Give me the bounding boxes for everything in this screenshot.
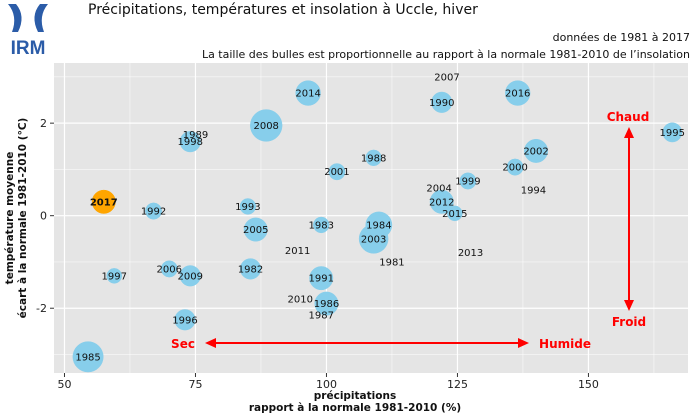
bubble-1982 bbox=[239, 258, 262, 280]
y-tick-label: 2 bbox=[40, 117, 47, 130]
bubble-1983 bbox=[313, 216, 330, 234]
bubble-label-1993: 1993 bbox=[235, 202, 260, 213]
x-tick-label: 100 bbox=[316, 378, 337, 391]
y-axis-title-line2: écart à la normale 1981-2010 (°C) bbox=[17, 118, 29, 319]
logo-mark-left bbox=[8, 4, 22, 32]
bubble-2000 bbox=[506, 158, 524, 176]
horizontal-arrow-head-right bbox=[518, 338, 529, 348]
bubble-label-2015: 2015 bbox=[442, 209, 467, 220]
bubble-label-1982: 1982 bbox=[238, 264, 263, 275]
horizontal-arrow-head-left bbox=[205, 338, 216, 348]
bubble-label-1994: 1994 bbox=[521, 186, 546, 197]
x-tick-label: 150 bbox=[578, 378, 599, 391]
bubble-1993 bbox=[239, 198, 257, 215]
x-tick-label: 125 bbox=[447, 378, 468, 391]
bubble-2008 bbox=[250, 109, 283, 142]
bubble-2006 bbox=[160, 260, 178, 278]
bubble-label-1995: 1995 bbox=[660, 128, 685, 139]
bubble-1999 bbox=[459, 172, 477, 190]
bubble-label-2007: 2007 bbox=[434, 72, 459, 83]
bubble-1991 bbox=[309, 266, 334, 291]
bubble-1997 bbox=[106, 268, 123, 284]
vertical-arrow-head-up bbox=[624, 127, 634, 138]
irm-logo: IRM bbox=[8, 4, 48, 59]
y-tick-label: -2 bbox=[36, 302, 47, 315]
y-axis-title: température moyenne bbox=[4, 152, 16, 285]
x-axis: 50 75 100 125 150 bbox=[57, 373, 599, 391]
bubble-label-2009: 2009 bbox=[178, 271, 203, 282]
bubble-label-1988: 1988 bbox=[361, 153, 386, 164]
x-axis-title-line2: rapport à la normale 1981-2010 (%) bbox=[249, 402, 461, 414]
bubble-label-2010: 2010 bbox=[288, 294, 313, 305]
bubble-label-2003: 2003 bbox=[361, 234, 386, 245]
chart-subtitle-note: La taille des bulles est proportionnelle… bbox=[201, 48, 690, 61]
logo-mark-right bbox=[34, 4, 48, 32]
bubble-label-1992: 1992 bbox=[141, 207, 166, 218]
annotations: Chaud Froid Sec Humide bbox=[171, 110, 649, 351]
bubble-label-2008: 2008 bbox=[253, 121, 278, 132]
x-axis-title: précipitations bbox=[314, 390, 396, 402]
bubble-label-1981: 1981 bbox=[379, 257, 404, 268]
x-tick-label: 50 bbox=[57, 378, 71, 391]
bubble-label-1983: 1983 bbox=[308, 220, 333, 231]
annotation-humide: Humide bbox=[539, 337, 591, 351]
bubble-label-1985: 1985 bbox=[75, 352, 100, 363]
chart-title: Précipitations, températures et insolati… bbox=[88, 2, 478, 18]
annotation-sec: Sec bbox=[171, 337, 195, 351]
bubble-label-2012: 2012 bbox=[429, 197, 454, 208]
bubble-label-2001: 2001 bbox=[324, 167, 349, 178]
bubble-2016 bbox=[505, 80, 531, 106]
vertical-arrow-head-down bbox=[624, 300, 634, 311]
bubble-label-2013: 2013 bbox=[458, 248, 483, 259]
bubble-2014 bbox=[295, 80, 321, 106]
bubble-2009 bbox=[179, 265, 201, 287]
bubble-1990 bbox=[431, 91, 453, 113]
bubble-label-1991: 1991 bbox=[308, 274, 333, 285]
bubble-label-1996: 1996 bbox=[172, 315, 197, 326]
bubble-label-1986: 1986 bbox=[314, 299, 339, 310]
logo-text: IRM bbox=[11, 38, 46, 59]
bubble-1986 bbox=[314, 291, 339, 316]
x-tick-label: 75 bbox=[188, 378, 202, 391]
bubble-2012 bbox=[429, 189, 454, 214]
bubble-1992 bbox=[145, 202, 163, 220]
bubble-2017 bbox=[91, 189, 116, 214]
bubble-1985 bbox=[72, 341, 104, 373]
bubble-label-2004: 2004 bbox=[426, 183, 451, 194]
bubble-label-2017: 2017 bbox=[90, 197, 118, 208]
y-tick-label: 0 bbox=[40, 210, 47, 223]
bubble-label-1987: 1987 bbox=[308, 311, 333, 322]
bubble-label-1990: 1990 bbox=[429, 98, 454, 109]
bubble-label-2016: 2016 bbox=[505, 89, 530, 100]
bubble-2001 bbox=[328, 163, 346, 181]
bubble-1996 bbox=[174, 309, 196, 331]
chart-subtitle-period: données de 1981 à 2017 bbox=[552, 31, 690, 44]
bubble-label-2005: 2005 bbox=[243, 225, 268, 236]
annotation-froid: Froid bbox=[612, 315, 646, 329]
bubble-label-1997: 1997 bbox=[102, 271, 127, 282]
bubble-label-1984: 1984 bbox=[366, 220, 391, 231]
bubble-label-2014: 2014 bbox=[295, 89, 320, 100]
bubble-label-2002: 2002 bbox=[523, 146, 548, 157]
bubble-label-1998: 1998 bbox=[178, 137, 203, 148]
bubble-label-2000: 2000 bbox=[502, 163, 527, 174]
bubble-1984 bbox=[365, 211, 393, 239]
bubble-2005 bbox=[243, 217, 268, 242]
annotation-chaud: Chaud bbox=[607, 110, 650, 124]
bubbles bbox=[72, 80, 683, 373]
bubble-label-2011: 2011 bbox=[285, 246, 310, 257]
bubble-label-1999: 1999 bbox=[455, 176, 480, 187]
bubble-1998 bbox=[179, 131, 201, 153]
bubble-1988 bbox=[365, 149, 382, 167]
y-axis: -2 0 2 bbox=[36, 117, 54, 315]
bubble-label-1989: 1989 bbox=[183, 130, 208, 141]
bubble-2015 bbox=[447, 205, 463, 222]
bubble-label-2006: 2006 bbox=[157, 264, 182, 275]
bubble-2002 bbox=[524, 138, 548, 163]
bubble-1995 bbox=[662, 122, 683, 143]
